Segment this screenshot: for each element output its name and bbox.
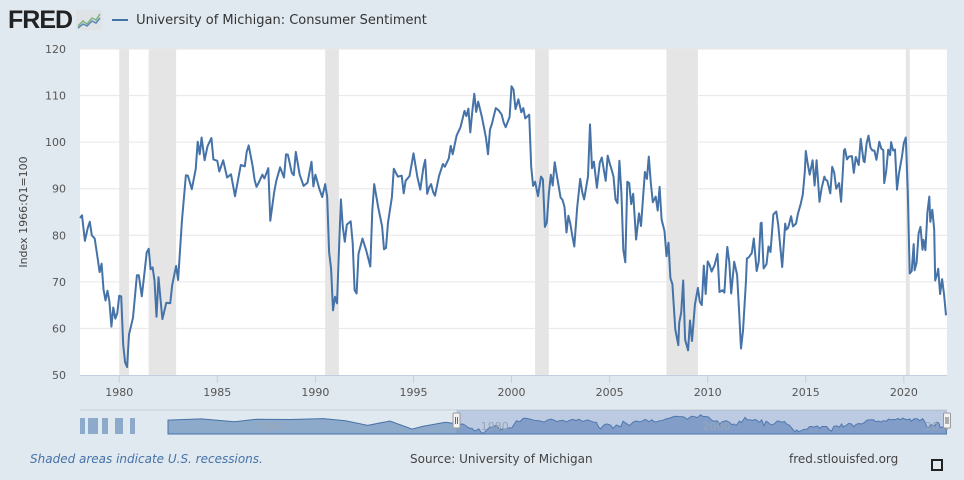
- recession-band: [148, 49, 177, 375]
- range-navigator: 1960 1980 2000 20...: [80, 409, 951, 435]
- x-tick-label: 1990: [301, 386, 329, 399]
- navigator-label: 1980: [481, 420, 509, 433]
- handle-body[interactable]: [452, 412, 461, 429]
- navigator-block: [80, 418, 85, 434]
- y-tick-label: 50: [52, 369, 66, 382]
- y-tick-label: 120: [45, 43, 66, 56]
- chart-header: FRED University of Michigan: Consumer Se…: [8, 6, 427, 34]
- y-tick-label: 110: [45, 90, 66, 103]
- x-tick-label: 2000: [498, 386, 526, 399]
- chart-logo-icon: [76, 10, 103, 30]
- y-tick-label: 80: [52, 229, 66, 242]
- navigator-block: [115, 418, 123, 434]
- legend-line-swatch: [112, 19, 129, 21]
- x-axis-ticks: 1980 1985 1990 1995 2000 2005 2010 2015 2020: [105, 375, 918, 399]
- x-tick-label: 1980: [105, 386, 133, 399]
- recession-band: [325, 49, 339, 375]
- navigator-series-area: [167, 414, 947, 435]
- y-tick-label: 100: [45, 136, 66, 149]
- navigator-handle-left[interactable]: [452, 412, 461, 429]
- navigator-block: [130, 418, 135, 434]
- navigator-block: [88, 418, 98, 434]
- plot-area: [80, 49, 947, 375]
- navigator-label: 2000: [703, 420, 731, 433]
- y-tick-label: 70: [52, 276, 66, 289]
- navigator-label: 20...: [925, 420, 950, 433]
- x-tick-label: 2010: [694, 386, 722, 399]
- legend-series-title[interactable]: University of Michigan: Consumer Sentime…: [136, 12, 427, 28]
- y-axis-ticks: 50 60 70 80 90 100 110 120: [45, 43, 66, 382]
- navigator-label: 1960: [259, 420, 287, 433]
- x-tick-label: 1995: [399, 386, 427, 399]
- y-tick-label: 60: [52, 322, 66, 335]
- x-tick-label: 2005: [596, 386, 624, 399]
- fred-logo[interactable]: FRED: [8, 6, 73, 34]
- site-link[interactable]: fred.stlouisfed.org: [789, 452, 899, 466]
- x-tick-label: 1985: [203, 386, 231, 399]
- source-note: Source: University of Michigan: [410, 452, 593, 466]
- y-tick-label: 90: [52, 183, 66, 196]
- recession-band: [119, 49, 130, 375]
- x-tick-label: 2015: [792, 386, 820, 399]
- fullscreen-icon[interactable]: [931, 459, 943, 471]
- recession-band: [535, 49, 549, 375]
- navigator-block: [102, 418, 108, 434]
- navigator-selection[interactable]: [456, 410, 947, 434]
- navigator-handle-right[interactable]: [943, 412, 951, 429]
- recession-note: Shaded areas indicate U.S. recessions.: [30, 452, 263, 466]
- series-line[interactable]: [79, 85, 947, 369]
- handle-body[interactable]: [943, 412, 951, 429]
- y-axis-title: Index 1966:Q1=100: [17, 156, 30, 267]
- grid-lines: [80, 48, 947, 376]
- x-tick-label: 2020: [890, 386, 918, 399]
